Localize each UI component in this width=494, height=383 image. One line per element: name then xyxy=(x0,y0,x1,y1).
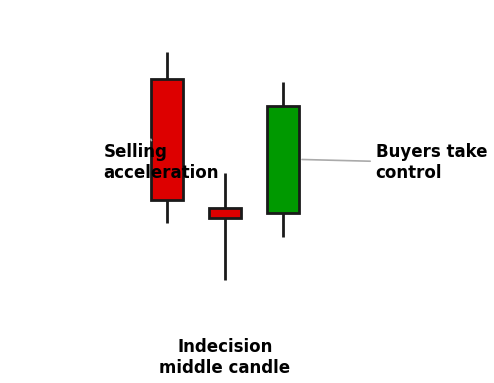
Text: Indecision
middle candle: Indecision middle candle xyxy=(160,338,290,377)
Bar xyxy=(151,79,183,200)
Text: Buyers take
control: Buyers take control xyxy=(302,143,487,182)
Bar xyxy=(267,106,299,213)
Bar xyxy=(209,208,241,218)
Text: Selling
acceleration: Selling acceleration xyxy=(103,139,219,182)
